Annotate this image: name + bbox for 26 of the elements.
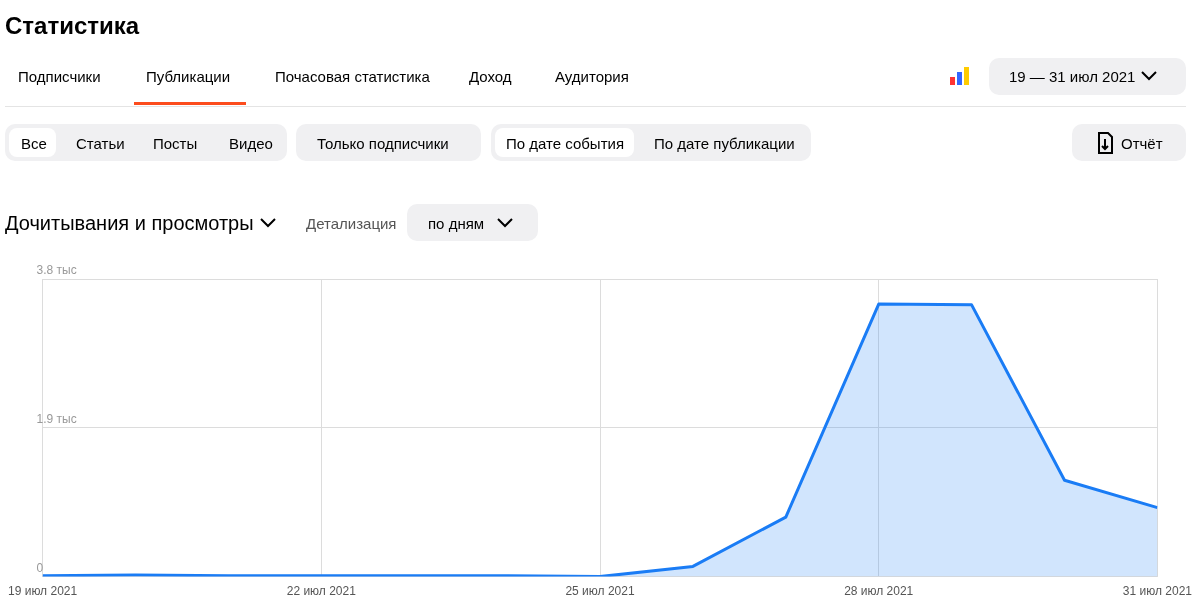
text: Публикации	[146, 67, 231, 85]
text: Почасовая статистика	[275, 67, 430, 85]
x-tick-label: 28 июл 2021	[844, 584, 914, 599]
y-tick-label: 0	[36, 560, 44, 575]
text: Только подписчики	[317, 134, 449, 152]
text: По дате события	[506, 134, 625, 152]
text: Аудитория	[555, 67, 629, 85]
text: По дате публикации	[654, 134, 795, 152]
x-tick-label: 22 июл 2021	[286, 584, 357, 599]
x-tick-label: 25 июл 2021	[565, 584, 635, 599]
text: Статистика	[5, 12, 140, 40]
x-tick-label: 31 июл 2021	[1122, 584, 1193, 599]
text: 19 — 31 июл 2021	[1009, 67, 1136, 85]
text: Отчёт	[1121, 134, 1163, 152]
text: Все	[21, 134, 47, 152]
text: Доход	[469, 67, 512, 85]
text: Видео	[229, 134, 273, 152]
text: Подписчики	[18, 67, 101, 85]
y-tick-label: 3.8 тыс	[36, 263, 77, 278]
text: Детализация	[306, 214, 397, 232]
chart-title: Дочитывания и просмотры	[5, 211, 254, 235]
text: Статьи	[76, 134, 125, 152]
x-tick-label: 19 июл 2021	[8, 584, 78, 599]
text: по дням	[428, 214, 485, 232]
y-tick-label: 1.9 тыс	[36, 412, 77, 427]
text: Посты	[153, 134, 198, 152]
